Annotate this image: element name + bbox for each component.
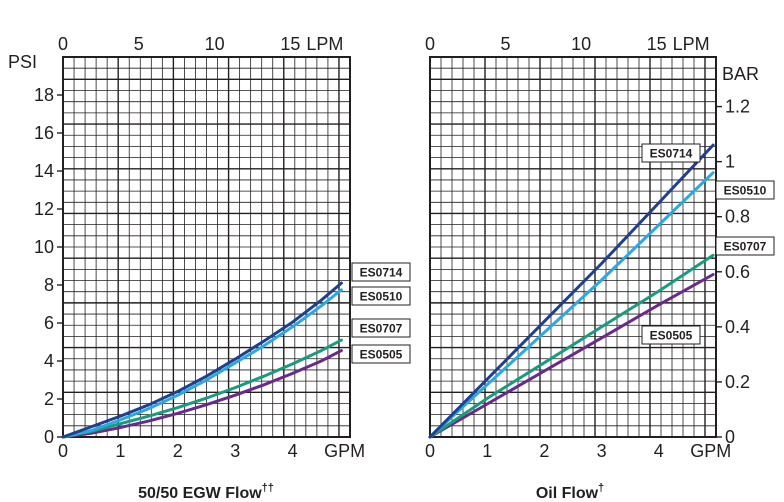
- x-unit-label: GPM: [690, 441, 731, 461]
- series-label: ES0510: [360, 290, 403, 304]
- chart-title: Oil Flow: [536, 485, 599, 502]
- x-top-tick-label: 5: [134, 34, 144, 54]
- x-tick-label: 0: [425, 441, 435, 461]
- series-label: ES0707: [360, 322, 403, 336]
- x-tick-label: 2: [173, 441, 183, 461]
- x-tick-label: 4: [654, 441, 664, 461]
- x-top-tick-label: 15: [647, 34, 667, 54]
- y-tick-label: 0.2: [725, 372, 750, 392]
- series-label: ES0714: [650, 147, 693, 161]
- series-label-box: [641, 325, 701, 345]
- y-unit-label: PSI: [8, 52, 37, 72]
- chart-title: 50/50 EGW Flow: [138, 485, 262, 502]
- y-tick-label: 10: [34, 237, 54, 257]
- series-line-es0707: [428, 253, 715, 439]
- chart-title-mark: ††: [262, 482, 274, 494]
- y-tick-label: 8: [44, 275, 54, 295]
- x-unit-label: GPM: [324, 441, 365, 461]
- y-tick-label: 0.6: [725, 262, 750, 282]
- chart-title-mark: †: [598, 482, 604, 494]
- y-tick-label: 0: [725, 427, 735, 447]
- y-tick-label: 1: [725, 152, 735, 172]
- x-top-tick-label: 5: [501, 34, 511, 54]
- series-label-box: [715, 180, 775, 200]
- series-line-es0505: [61, 349, 343, 439]
- chart-caption: Oil Flow†: [536, 482, 604, 502]
- y-tick-label: 14: [34, 161, 54, 181]
- grid: [429, 56, 717, 438]
- series-label: ES0505: [650, 329, 693, 343]
- x-tick-label: 1: [482, 441, 492, 461]
- series-label: ES0707: [724, 240, 767, 254]
- x-tick-label: 3: [230, 441, 240, 461]
- y-tick-label: 0.8: [725, 207, 750, 227]
- y-tick-label: 4: [44, 351, 54, 371]
- series-label: ES0510: [724, 184, 767, 198]
- series-label: ES0714: [360, 266, 403, 280]
- series-line-es0714: [428, 143, 715, 439]
- series-label: ES0505: [360, 348, 403, 362]
- y-tick-label: 1.2: [725, 97, 750, 117]
- y-tick-label: 6: [44, 313, 54, 333]
- series-label-box: [351, 318, 411, 338]
- series-line-es0505: [428, 273, 715, 439]
- y-tick-label: 18: [34, 85, 54, 105]
- y-tick-label: 16: [34, 123, 54, 143]
- x-top-tick-label: 0: [425, 34, 435, 54]
- series-label-box: [351, 344, 411, 364]
- x-top-unit-label: LPM: [306, 34, 343, 54]
- series-line-es0510: [428, 171, 715, 439]
- series-label-box: [715, 236, 775, 256]
- x-tick-label: 1: [115, 441, 125, 461]
- series-label-box: [641, 143, 701, 163]
- y-tick-label: 12: [34, 199, 54, 219]
- series-line-es0714: [61, 281, 343, 439]
- x-top-tick-label: 15: [280, 34, 300, 54]
- y-tick-label: 0.4: [725, 317, 750, 337]
- series-label-box: [351, 262, 411, 282]
- y-unit-label: BAR: [722, 64, 759, 84]
- x-tick-label: 4: [288, 441, 298, 461]
- x-top-tick-label: 10: [205, 34, 225, 54]
- x-top-tick-label: 10: [571, 34, 591, 54]
- x-tick-label: 2: [539, 441, 549, 461]
- y-tick-label: 2: [44, 389, 54, 409]
- x-tick-label: 3: [597, 441, 607, 461]
- x-top-tick-label: 0: [58, 34, 68, 54]
- series-label-box: [351, 286, 411, 306]
- x-top-unit-label: LPM: [673, 34, 710, 54]
- chart-caption: 50/50 EGW Flow††: [138, 482, 274, 502]
- series-line-es0510: [61, 288, 343, 439]
- x-tick-label: 0: [58, 441, 68, 461]
- y-tick-label: 0: [44, 427, 54, 447]
- series-line-es0707: [61, 338, 343, 439]
